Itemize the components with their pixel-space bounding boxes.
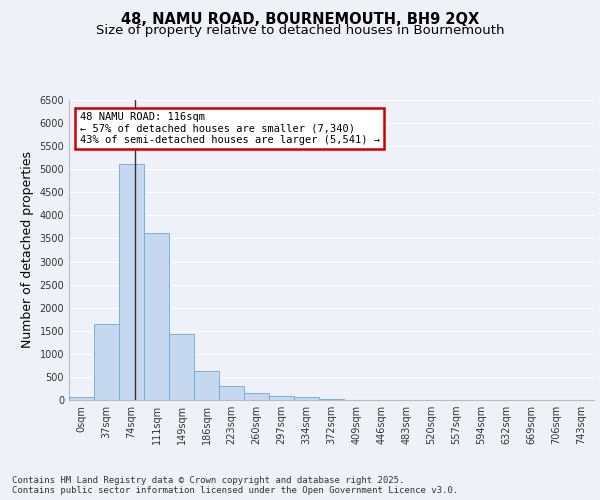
Bar [69,396,94,400]
Bar [244,393,269,400]
Bar [169,334,194,400]
Text: Size of property relative to detached houses in Bournemouth: Size of property relative to detached ho… [96,24,504,37]
Bar [219,386,244,400]
Text: 48, NAMU ROAD, BOURNEMOUTH, BH9 2QX: 48, NAMU ROAD, BOURNEMOUTH, BH9 2QX [121,12,479,28]
Bar [294,397,319,400]
Y-axis label: Number of detached properties: Number of detached properties [21,152,34,348]
Bar [269,396,294,400]
Bar [194,372,219,400]
Bar [319,398,344,400]
Bar [144,233,169,400]
Text: Contains HM Land Registry data © Crown copyright and database right 2025.
Contai: Contains HM Land Registry data © Crown c… [12,476,458,495]
Bar [94,324,119,400]
Text: 48 NAMU ROAD: 116sqm
← 57% of detached houses are smaller (7,340)
43% of semi-de: 48 NAMU ROAD: 116sqm ← 57% of detached h… [79,112,380,145]
Bar [119,164,144,400]
